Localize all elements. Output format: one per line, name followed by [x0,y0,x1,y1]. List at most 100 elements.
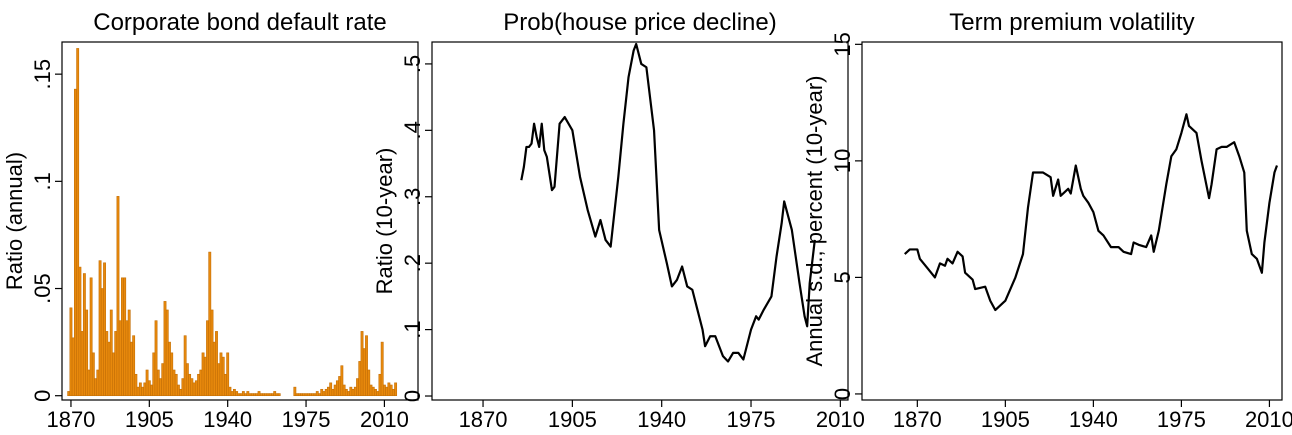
bar [105,331,109,397]
y-tick-label: .15 [30,59,55,90]
bar [374,388,377,397]
bar [185,363,189,397]
bar [237,393,241,397]
y-tick-label: .3 [400,188,425,206]
bar [210,309,214,397]
y-tick-label: .1 [400,320,425,338]
bar [76,48,80,397]
bar [358,361,362,397]
bar [96,369,100,397]
bar [168,341,171,397]
bar [371,386,375,397]
bar [143,382,147,397]
bar [150,384,153,397]
bar [309,393,312,397]
bar [385,386,389,397]
bar [188,373,192,397]
bar [116,196,120,397]
bar [387,382,391,397]
bar [353,386,357,397]
bar [121,277,124,397]
y-axis-title: Ratio (10-year) [372,148,397,295]
bar [302,393,306,397]
bar [295,393,299,397]
bar [161,363,165,397]
bar [342,384,346,397]
bar [138,382,142,397]
bar [356,378,359,397]
bar [230,391,234,397]
bar [262,393,265,397]
bar [250,393,254,397]
bar [271,393,274,397]
bar [87,369,91,397]
y-tick-label: 10 [830,149,855,173]
bar [85,309,89,397]
bar [362,348,366,397]
bar [266,393,270,397]
bar [268,393,272,397]
bar [147,380,151,397]
bar [194,380,198,397]
bar [241,391,245,397]
bar [103,262,106,397]
bar [347,391,351,397]
x-tick-label: 1905 [125,407,174,432]
x-tick-label: 1905 [548,407,597,432]
bar [197,373,200,397]
chart-title: Term premium volatility [949,9,1194,36]
bar [351,388,355,397]
bar [141,386,145,397]
bar [174,373,178,397]
y-tick-label: 5 [830,271,855,283]
x-tick-label: 2010 [360,407,409,432]
bar [114,331,118,397]
bar [275,393,279,397]
bar [391,388,395,397]
line [904,113,1279,312]
bar [67,391,71,397]
y-tick-label: .2 [400,254,425,272]
bar [259,393,263,397]
bar [112,352,115,397]
bar [277,393,281,397]
bar [226,352,230,397]
bar [360,331,364,397]
bar [329,382,333,397]
bar [212,341,216,397]
bar [100,288,104,397]
bar [94,378,98,397]
bar [365,335,368,397]
bar [378,373,382,397]
bar [129,341,133,397]
x-tick-label: 1975 [727,407,776,432]
x-tick-label: 2010 [1245,407,1292,432]
plot-frame [431,41,849,401]
bar [239,393,243,397]
bar [376,391,380,397]
bar [177,384,180,397]
bar [215,331,218,397]
bar [183,335,187,397]
y-tick-label: 15 [830,32,855,56]
bar [170,352,174,397]
bar [313,393,317,397]
bar [172,369,176,397]
y-tick-label: 0 [400,390,425,402]
bar [273,391,277,397]
y-tick-label: 0 [30,390,55,402]
x-tick-label: 2010 [816,407,865,432]
bar [340,365,344,397]
bar [181,378,185,397]
bar [246,391,250,397]
x-tick-label: 1905 [981,407,1030,432]
bar [219,352,223,397]
bar [253,393,256,397]
bar [344,388,348,397]
bar [179,388,183,397]
x-tick-label: 1940 [1069,407,1118,432]
bar [152,352,156,397]
bar [156,369,160,397]
bar [248,393,252,397]
